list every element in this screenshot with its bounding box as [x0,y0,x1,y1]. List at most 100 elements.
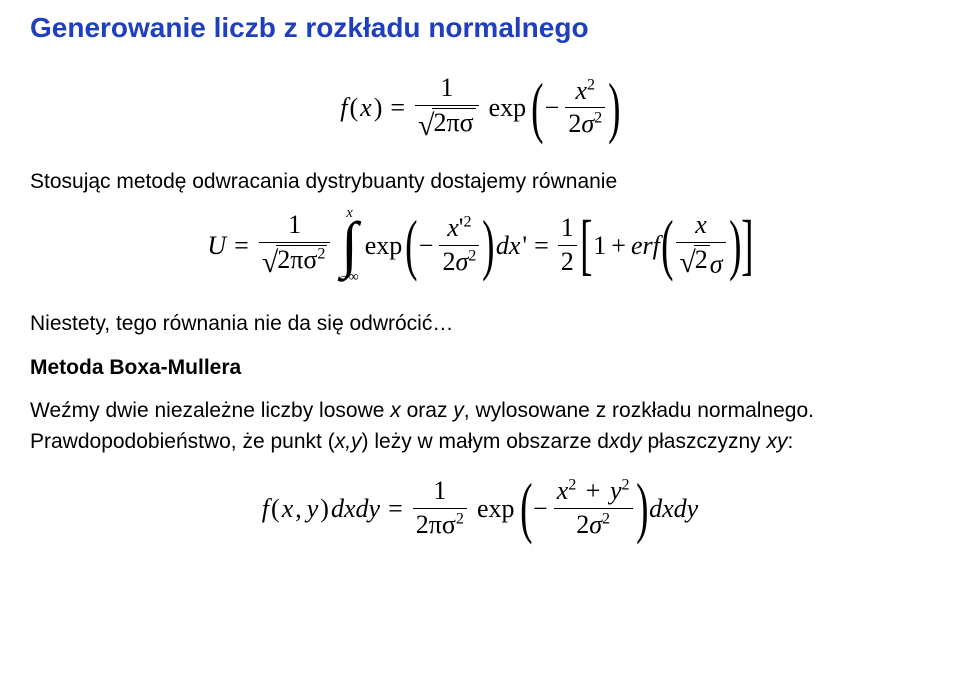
U-xprime-pow: 2 [463,213,471,230]
b-dy: y [631,430,642,453]
int-lo: −∞ [340,270,358,284]
j-y: y [307,493,319,524]
b-y: y [453,399,464,422]
U-den-sigma-pow: 2 [468,247,476,264]
boxa-body: Weźmy dwie niezależne liczby losowe x or… [30,396,930,457]
U-lbrack: [ [580,218,592,272]
j-plus: + [586,476,601,505]
j-lparen: ( [520,481,532,535]
j-den-pow: 2 [456,510,464,527]
equation-cdf: U = 1 √ 2πσ2 x ∫ −∞ exp [30,206,930,285]
U-minus: − [419,230,434,261]
U-eq: = [234,230,249,261]
U-rbrack: ] [741,218,753,272]
U-erf-lparen: ( [661,218,673,272]
j-den2: 2 [576,510,589,539]
b-end: : [788,430,794,453]
U-frac2: x'2 2σ2 [439,214,479,276]
b1: Weźmy dwie niezależne liczby losowe [30,399,390,422]
b-xy: x,y [335,430,362,453]
U-erf-sigma: σ [710,249,723,278]
j-close: ) [320,493,329,524]
j-open: ( [271,493,280,524]
j-frac1: 1 2πσ2 [413,477,467,539]
U-frac1-num: 1 [285,211,304,240]
U-erf-sqrt2: 2 [695,245,708,274]
b4: płaszczyzny [642,430,767,453]
U-den-sigma: σ [455,247,468,276]
U-erf-num: x [692,211,710,240]
fx-eq: = [390,92,405,123]
U-erf: erf [631,230,660,261]
U-erf-sqrt: √ 2 [679,245,709,275]
j-den-sigma-pow: 2 [602,510,610,527]
j-dxdy: dxdy [331,493,380,524]
fx-x2: x [575,76,587,105]
j-xn-pow: 2 [568,477,576,494]
equation-joint: f ( x , y ) dxdy = 1 2πσ2 exp ( − x2 + [30,477,930,539]
U-one: 1 [593,230,606,261]
fx-lparen: ( [531,81,543,135]
U-half-den: 2 [558,248,577,277]
U-plus: + [611,230,626,261]
fx-frac2: x2 2σ2 [565,77,605,139]
fx-x2-pow: 2 [587,76,595,93]
U: U [207,230,226,261]
U-dx: dx [496,230,521,261]
j-xn: x [557,476,569,505]
fx-close: ) [374,92,383,123]
b-x: x [390,399,401,422]
U-half: 1 2 [558,214,577,276]
fx-sqrt-in: 2πσ [432,108,475,138]
b-d2: d [619,430,631,453]
j-exp: exp [477,493,515,524]
fx-rparen: ) [608,81,620,135]
boxa-head: Metoda Boxa-Mullera [30,356,930,380]
fx-sqrt: √ 2πσ [418,108,476,138]
equation-pdf: f ( x ) = 1 √ 2πσ exp ( − x2 [30,74,930,142]
j-den-sigma: σ [589,510,602,539]
U-dxprime: ' [522,230,527,261]
fx-frac1-num: 1 [437,74,456,103]
b-plane: xy [767,430,788,453]
integral: x ∫ −∞ [340,206,358,285]
fx-den-sigmapow: 2 [594,110,602,127]
j-rparen: ) [636,481,648,535]
U-erf-frac: x √ 2 σ [676,211,725,279]
b3: ) leży w małym obszarze d [362,430,609,453]
U-exp: exp [365,230,403,261]
fx-x: x [360,92,372,123]
fx-exp: exp [489,92,527,123]
fx-f: f [340,92,347,123]
U-eq2: = [534,230,549,261]
U-lparen: ( [405,218,417,272]
j-f: f [262,493,269,524]
fx-den-2: 2 [568,109,581,138]
j-frac1-num: 1 [430,477,449,506]
U-sqrt: √ 2πσ2 [262,245,328,275]
U-frac1: 1 √ 2πσ2 [259,211,331,279]
j-minus: − [533,493,548,524]
U-half-num: 1 [558,214,577,243]
page: Generowanie liczb z rozkładu normalnego … [0,0,960,587]
fx-den-sigma: σ [581,109,594,138]
j-x: x [282,493,294,524]
U-sqrt-pow: 2 [317,245,325,262]
b-dx: x [609,430,620,453]
b-mid: oraz [401,399,454,422]
U-sqrt-in: 2πσ [277,245,317,274]
fx-frac1: 1 √ 2πσ [415,74,479,142]
j-yn: y [610,476,622,505]
j-dxdy2: dxdy [649,493,698,524]
j-comma: , [295,493,302,524]
U-den2: 2 [442,247,455,276]
page-title: Generowanie liczb z rozkładu normalnego [30,12,930,44]
j-frac2: x2 + y2 2σ2 [554,477,633,539]
fx-open: ( [349,92,358,123]
U-erf-rparen: ) [729,218,741,272]
U-rparen: ) [482,218,494,272]
U-xprime: x [447,213,459,242]
niestety-text: Niestety, tego równania nie da się odwró… [30,312,930,336]
j-den-2pis: 2πσ [416,510,456,539]
j-eq: = [388,493,403,524]
